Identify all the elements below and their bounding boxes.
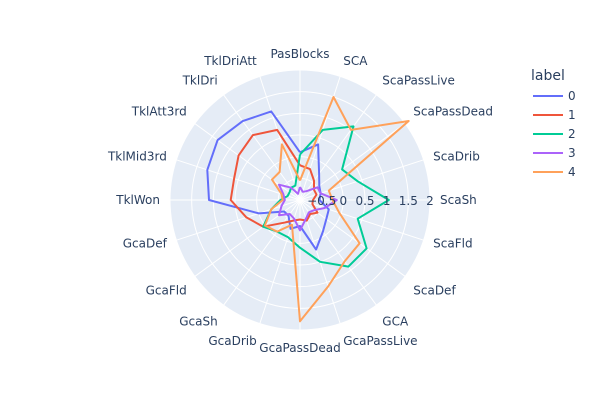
angular-gridline <box>194 199 301 277</box>
category-label: GcaPassLive <box>343 334 417 348</box>
category-label: ScaDrib <box>433 150 480 164</box>
series-layer <box>206 96 410 323</box>
radial-tick-label: 2 <box>426 194 434 208</box>
axis-labels: −0.5 0 0.5 1 1.5 2 PasBlocks SCA ScaPassLive ScaP… <box>107 47 493 355</box>
radial-tick-label: −0.5 <box>307 194 336 208</box>
category-label: PasBlocks <box>270 47 329 61</box>
series-line-1[interactable] <box>229 128 319 228</box>
category-label: TklMid3rd <box>107 150 167 164</box>
category-label: GcaPassDead <box>259 341 340 355</box>
category-label: ScaSh <box>440 193 477 207</box>
angular-gridline <box>194 123 301 201</box>
category-label: ScaFld <box>433 236 472 250</box>
category-label: TklWon <box>115 193 160 207</box>
category-label: TklDriAtt <box>203 54 257 68</box>
series-line-3[interactable] <box>278 183 338 232</box>
legend-label-3[interactable]: 3 <box>568 146 576 160</box>
angular-gridline <box>299 199 424 241</box>
category-label: GcaDrib <box>208 334 256 348</box>
category-label: GcaDef <box>123 236 168 250</box>
category-label: SCA <box>343 54 368 68</box>
angular-gridline <box>259 76 301 201</box>
angular-gridline <box>223 199 301 306</box>
legend-label-4[interactable]: 4 <box>568 165 576 179</box>
category-label: TklAtt3rd <box>131 105 187 119</box>
category-label: ScaPassLive <box>382 74 455 88</box>
radial-tick-label: 0.5 <box>355 194 374 208</box>
category-label: GcaSh <box>179 314 217 328</box>
category-label: GcaFld <box>146 283 187 297</box>
radial-tick-label: 0 <box>340 194 348 208</box>
angular-gridline <box>299 94 377 201</box>
legend-title: label <box>531 68 565 84</box>
angular-gridline <box>176 199 301 241</box>
angular-gridline <box>299 199 377 306</box>
polar-grid <box>169 69 431 331</box>
radial-tick-label: 1.5 <box>399 194 418 208</box>
category-label: ScaPassDead <box>413 105 493 119</box>
series-line-0[interactable] <box>206 110 330 251</box>
radial-tick-label: 1 <box>383 194 391 208</box>
legend-label-0[interactable]: 0 <box>568 89 576 103</box>
angular-gridline <box>176 159 301 201</box>
series-line-4[interactable] <box>263 96 410 323</box>
angular-gridline <box>223 94 301 201</box>
category-label: GCA <box>382 314 409 328</box>
legend-label-2[interactable]: 2 <box>568 127 576 141</box>
category-label: ScaDef <box>413 283 456 297</box>
category-label: TklDri <box>182 74 218 88</box>
legend-label-1[interactable]: 1 <box>568 108 576 122</box>
